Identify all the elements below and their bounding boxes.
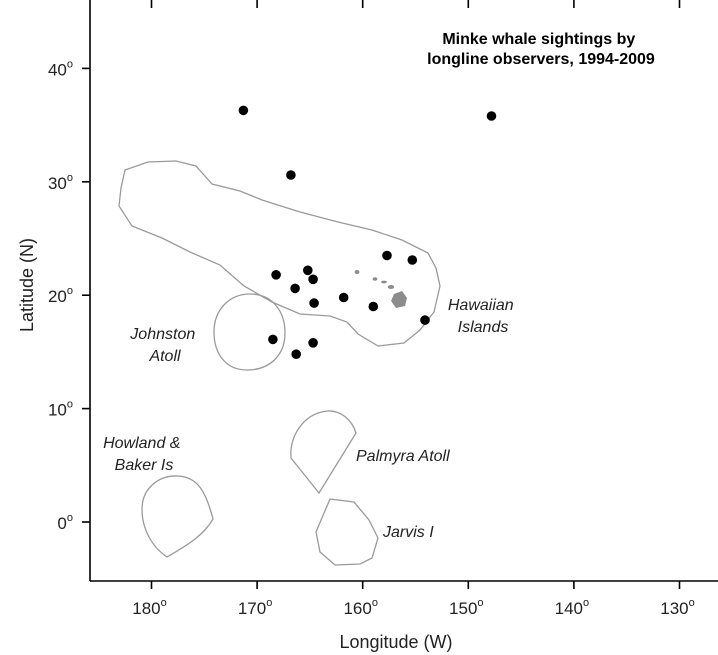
sighting-point-4 bbox=[382, 250, 392, 261]
sighting-point-16 bbox=[291, 349, 302, 360]
sighting-point-1 bbox=[238, 105, 249, 116]
molokai-island bbox=[381, 280, 387, 284]
palmyra-atoll-label: Palmyra Atoll bbox=[356, 448, 450, 465]
johnston-atoll-label: Johnston Atoll bbox=[129, 326, 199, 365]
hawaiian-islands-landmass bbox=[354, 270, 407, 308]
sighting-point-9 bbox=[290, 283, 300, 294]
howland-baker-label: Howland & Baker Is bbox=[103, 435, 185, 474]
sightings-layer bbox=[238, 105, 497, 360]
y-tick-label-40: 40o bbox=[48, 58, 73, 79]
hawaiian-eez-boundary bbox=[118, 160, 441, 347]
sighting-point-7 bbox=[271, 270, 281, 280]
map-title-line-2: longline observers, 1994-2009 bbox=[427, 51, 655, 68]
axis-ticks bbox=[82, 0, 681, 589]
sighting-point-13 bbox=[420, 315, 430, 325]
y-tick-label-20: 20o bbox=[48, 285, 73, 306]
palmyra-eez-boundary bbox=[290, 410, 357, 495]
x-tick-label-140: 140o bbox=[555, 597, 590, 618]
sighting-point-11 bbox=[309, 298, 319, 308]
x-tick-label-170: 170o bbox=[238, 597, 273, 618]
sighting-point-3 bbox=[286, 170, 296, 180]
sighting-point-15 bbox=[308, 338, 318, 348]
sighting-point-2 bbox=[486, 111, 497, 121]
jarvis-island-label: Jarvis I bbox=[382, 524, 434, 541]
map-title: Minke whale sightings by longline observ… bbox=[427, 31, 655, 68]
maui-island bbox=[387, 285, 395, 289]
sighting-point-8 bbox=[308, 274, 318, 285]
y-axis-title: Latitude (N) bbox=[17, 238, 37, 332]
sighting-point-6 bbox=[303, 265, 313, 276]
map-title-line-1: Minke whale sightings by bbox=[442, 31, 635, 48]
x-tick-label-180: 180o bbox=[132, 597, 167, 618]
sighting-point-5 bbox=[407, 255, 418, 265]
oahu-island bbox=[372, 277, 378, 281]
sighting-point-12 bbox=[368, 301, 379, 312]
eez-boundaries bbox=[118, 160, 441, 566]
y-tick-label-30: 30o bbox=[48, 172, 73, 193]
hawaii-big-island bbox=[391, 291, 407, 308]
hawaiian-islands-label: Hawaiian Islands bbox=[448, 297, 518, 336]
jarvis-eez-boundary bbox=[315, 498, 379, 566]
y-tick-label-0: 0o bbox=[57, 512, 73, 533]
x-axis-title: Longitude (W) bbox=[339, 632, 452, 652]
x-tick-label-150: 150o bbox=[449, 597, 484, 618]
howland-baker-eez-boundary bbox=[141, 475, 214, 558]
johnston-eez-boundary bbox=[213, 293, 286, 371]
axis-tick-labels: 180o 170o 160o 150o 140o 130o 0o 10o 20o 30o 40o bbox=[48, 58, 695, 618]
x-tick-label-160: 160o bbox=[343, 597, 378, 618]
x-tick-label-130: 130o bbox=[660, 597, 695, 618]
sighting-point-10 bbox=[338, 292, 349, 303]
sighting-point-14 bbox=[268, 334, 278, 345]
kauai-island bbox=[354, 270, 360, 274]
y-tick-label-10: 10o bbox=[48, 399, 73, 420]
